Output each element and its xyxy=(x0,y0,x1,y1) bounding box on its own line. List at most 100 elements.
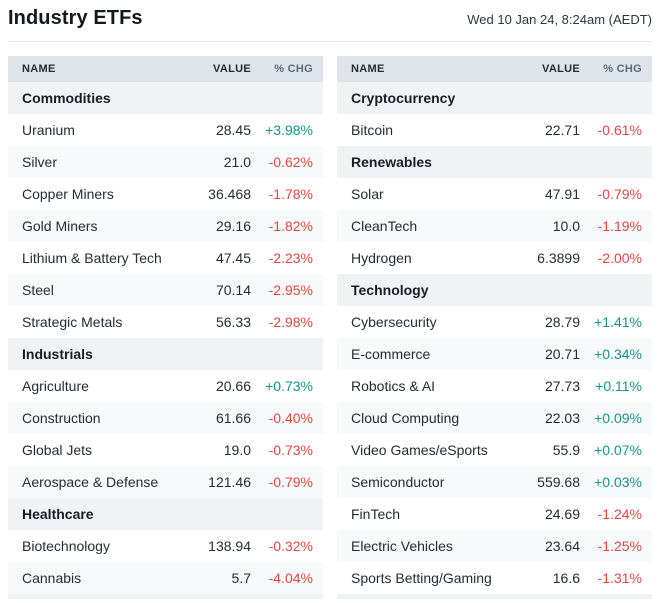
etf-table-right: NAME VALUE % CHG Cryptocurrency Bitcoin … xyxy=(337,56,652,599)
etf-value: 70.14 xyxy=(215,282,251,298)
page-timestamp: Wed 10 Jan 24, 8:24am (AEDT) xyxy=(467,12,652,27)
etf-change: -2.98% xyxy=(268,314,313,330)
etf-name: Robotics & AI xyxy=(351,378,436,394)
etf-row[interactable]: Sports Betting/Gaming 16.6 -1.31% xyxy=(337,562,652,594)
etf-row[interactable]: Cloud Computing 22.03 +0.09% xyxy=(337,402,652,434)
etf-name: CleanTech xyxy=(351,218,418,234)
etf-row[interactable]: Hydrogen 6.3899 -2.00% xyxy=(337,242,652,274)
section-header-row: Technology xyxy=(337,274,652,306)
etf-name: Solar xyxy=(351,186,384,202)
etf-change: -1.25% xyxy=(597,538,642,554)
section-label: Healthcare xyxy=(22,506,94,522)
etf-row[interactable]: Cannabis 5.7 -4.04% xyxy=(8,562,323,594)
etf-row[interactable]: Gold Miners 29.16 -1.82% xyxy=(8,210,323,242)
section-label: Renewables xyxy=(351,154,432,170)
etf-row[interactable]: Solar 47.91 -0.79% xyxy=(337,178,652,210)
etf-name: Semiconductor xyxy=(351,474,445,490)
etf-name: Biotechnology xyxy=(22,538,110,554)
etf-name: Aerospace & Defense xyxy=(22,474,159,490)
etf-row[interactable]: Biotechnology 138.94 -0.32% xyxy=(8,530,323,562)
section-label: Technology xyxy=(351,282,429,298)
etf-change: -0.61% xyxy=(597,122,642,138)
table-body: Commodities Uranium 28.45 +3.98% Silver … xyxy=(8,82,323,594)
etf-name: Bitcoin xyxy=(351,122,394,138)
etf-value: 22.71 xyxy=(544,122,580,138)
etf-row[interactable]: Lithium & Battery Tech 47.45 -2.23% xyxy=(8,242,323,274)
etf-change: +0.73% xyxy=(265,378,313,394)
etf-row[interactable]: Cybersecurity 28.79 +1.41% xyxy=(337,306,652,338)
etf-row[interactable]: Aerospace & Defense 121.46 -0.79% xyxy=(8,466,323,498)
etf-row[interactable]: Strategic Metals 56.33 -2.98% xyxy=(8,306,323,338)
etf-row[interactable]: Video Games/eSports 55.9 +0.07% xyxy=(337,434,652,466)
etf-value: 55.9 xyxy=(552,442,580,458)
etf-change: +0.03% xyxy=(594,474,642,490)
etf-row[interactable]: E-commerce 20.71 +0.34% xyxy=(337,338,652,370)
column-header-name: NAME xyxy=(22,63,56,75)
etf-change: -1.24% xyxy=(597,506,642,522)
etf-value: 47.45 xyxy=(215,250,251,266)
etf-change: +0.11% xyxy=(595,378,642,394)
column-header-value: VALUE xyxy=(213,63,251,75)
etf-value: 138.94 xyxy=(208,538,251,554)
etf-value: 61.66 xyxy=(215,410,251,426)
etf-name: Copper Miners xyxy=(22,186,114,202)
etf-name: Lithium & Battery Tech xyxy=(22,250,162,266)
etf-row[interactable]: Global Jets 19.0 -0.73% xyxy=(8,434,323,466)
etf-row[interactable]: Electric Vehicles 23.64 -1.25% xyxy=(337,530,652,562)
etf-value: 21.0 xyxy=(223,154,251,170)
etf-name: Strategic Metals xyxy=(22,314,123,330)
etf-row[interactable]: Robotics & AI 27.73 +0.11% xyxy=(337,370,652,402)
etf-change: -2.23% xyxy=(268,250,313,266)
section-header-row: Industrials xyxy=(8,338,323,370)
etf-value: 23.64 xyxy=(544,538,580,554)
table-body: Cryptocurrency Bitcoin 22.71 -0.61% Rene… xyxy=(337,82,652,594)
etf-value: 27.73 xyxy=(544,378,580,394)
etf-name: Silver xyxy=(22,154,58,170)
etf-change: -1.31% xyxy=(597,570,642,586)
etf-name: Steel xyxy=(22,282,54,298)
etf-name: Construction xyxy=(22,410,101,426)
etf-value: 56.33 xyxy=(215,314,251,330)
etf-value: 6.3899 xyxy=(537,250,580,266)
etf-change: -1.82% xyxy=(268,218,313,234)
etf-row[interactable]: Agriculture 20.66 +0.73% xyxy=(8,370,323,402)
etf-row[interactable]: Construction 61.66 -0.40% xyxy=(8,402,323,434)
etf-name: Global Jets xyxy=(22,442,93,458)
section-label: Commodities xyxy=(22,90,111,106)
etf-row[interactable]: Steel 70.14 -2.95% xyxy=(8,274,323,306)
etf-row[interactable]: Copper Miners 36.468 -1.78% xyxy=(8,178,323,210)
column-header-change: % CHG xyxy=(274,63,313,75)
etf-name: Hydrogen xyxy=(351,250,412,266)
etf-row[interactable]: Uranium 28.45 +3.98% xyxy=(8,114,323,146)
etf-change: -2.00% xyxy=(597,250,642,266)
etf-change: -4.04% xyxy=(268,570,313,586)
page-title: Industry ETFs xyxy=(8,7,143,29)
etf-change: -2.95% xyxy=(268,282,313,298)
etf-value: 19.0 xyxy=(223,442,251,458)
etf-row[interactable]: FinTech 24.69 -1.24% xyxy=(337,498,652,530)
etf-name: Video Games/eSports xyxy=(351,442,488,458)
etf-change: +0.07% xyxy=(594,442,642,458)
etf-change: -0.62% xyxy=(268,154,313,170)
etf-change: -0.79% xyxy=(597,186,642,202)
etf-name: Sports Betting/Gaming xyxy=(351,570,492,586)
etf-row[interactable]: Silver 21.0 -0.62% xyxy=(8,146,323,178)
etf-value: 24.69 xyxy=(544,506,580,522)
etf-value: 559.68 xyxy=(537,474,580,490)
table-header-row: NAME VALUE % CHG xyxy=(8,56,323,82)
page-header: Industry ETFs Wed 10 Jan 24, 8:24am (AED… xyxy=(0,0,660,30)
section-header-row: Renewables xyxy=(337,146,652,178)
etf-change: +1.41% xyxy=(594,314,642,330)
next-row-partial xyxy=(8,594,323,599)
header-divider xyxy=(8,41,652,42)
next-row-partial xyxy=(337,594,652,599)
table-header-row: NAME VALUE % CHG xyxy=(337,56,652,82)
etf-tables-container: NAME VALUE % CHG Commodities Uranium 28.… xyxy=(0,56,660,599)
etf-change: -0.32% xyxy=(268,538,313,554)
etf-change: -0.79% xyxy=(268,474,313,490)
etf-row[interactable]: Bitcoin 22.71 -0.61% xyxy=(337,114,652,146)
etf-value: 36.468 xyxy=(208,186,251,202)
etf-row[interactable]: Semiconductor 559.68 +0.03% xyxy=(337,466,652,498)
etf-row[interactable]: CleanTech 10.0 -1.19% xyxy=(337,210,652,242)
etf-name: Uranium xyxy=(22,122,75,138)
